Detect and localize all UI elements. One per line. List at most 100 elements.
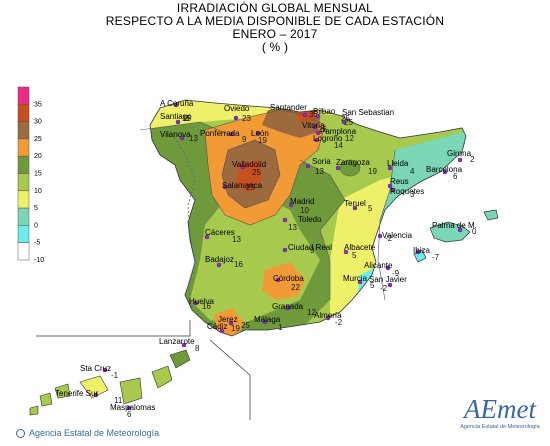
station-name: Ponferrada: [200, 129, 240, 138]
station: Almería-2: [314, 311, 343, 327]
station-value: 6: [127, 410, 132, 419]
station-marker: [457, 227, 463, 233]
legend-swatch: [17, 173, 30, 192]
station-value: 25: [252, 168, 261, 177]
contour-lines: [139, 109, 396, 301]
title-line-3: ENERO – 2017: [232, 27, 318, 41]
station-marker: [216, 262, 222, 268]
station-marker: [415, 249, 421, 255]
station-value: 8: [195, 344, 200, 353]
stations: A Coruña15Santiago8Vilanova13Oviedo23Pon…: [55, 99, 477, 419]
canary-frame-side: [209, 339, 251, 420]
station-name: Toledo: [298, 215, 322, 224]
station-value: 9: [310, 246, 315, 255]
station-name: Cádiz: [207, 322, 227, 331]
station-name: Granada: [272, 302, 304, 311]
station-name: Huelva: [189, 297, 214, 306]
station-name: Ciudad Real: [288, 243, 332, 252]
aemet-logo-brand: AEmet: [464, 394, 536, 424]
station-name: Murcia: [343, 274, 368, 283]
station: Alicante-9: [364, 261, 400, 278]
station-marker: [229, 131, 235, 137]
station-value: 12: [345, 134, 354, 143]
legend-swatch: [17, 207, 30, 226]
station-name: Madrid: [290, 197, 314, 206]
station-marker: [228, 320, 234, 326]
footer: Agencia Estatal de Meteorología: [16, 428, 159, 439]
station-name: Oviedo: [224, 104, 250, 113]
station-marker: [93, 392, 99, 398]
station-value: 4: [410, 167, 415, 176]
aemet-logo-sub: Agencia Estatal de Meteorología: [460, 424, 540, 430]
canary-frame-top: [36, 320, 191, 337]
station-name: Sta Cruz: [80, 364, 111, 373]
legend-swatch: [17, 86, 30, 105]
station-marker: [325, 315, 331, 321]
station-value: -2: [385, 234, 393, 243]
station: San Javier-2: [369, 275, 407, 293]
station-value: 11: [114, 396, 123, 405]
station-value: 1: [278, 323, 283, 332]
station-value: 33: [309, 110, 318, 119]
station-marker: [102, 367, 108, 373]
station-name: San Javier: [369, 275, 407, 284]
station-value: 25: [246, 183, 255, 192]
legend-tick-label: 20: [34, 153, 42, 160]
title-line-1: IRRADIACIÓN GLOBAL MENSUAL: [176, 1, 374, 15]
station: A Coruña 15: [160, 99, 194, 123]
station-value: 13: [189, 134, 198, 143]
station-name: Santander: [270, 103, 307, 112]
station: Cádiz 19: [207, 322, 240, 334]
station-name: Málaga: [254, 315, 281, 324]
station: Tenerife Sur 11: [55, 389, 123, 405]
station-name: Jerez: [218, 315, 238, 324]
station: Sta Cruz-1: [80, 364, 119, 380]
legend-swatch: [17, 242, 30, 261]
station-value: 26: [318, 125, 327, 134]
station-marker: [387, 165, 393, 171]
station-value: 3: [410, 190, 415, 199]
station-marker: [343, 249, 349, 255]
station-marker: [204, 234, 210, 240]
station-name: Vilanova: [160, 130, 191, 139]
station-name: Barcelona: [426, 165, 463, 174]
station-name: Lleida: [387, 159, 409, 168]
legend-tick-label: 25: [34, 136, 42, 143]
station-value: -2: [380, 284, 388, 293]
legend-tick-label: 15: [34, 171, 42, 178]
station: Bilbao 25: [313, 107, 350, 123]
station-marker: [341, 119, 347, 125]
station-name: Soria: [312, 157, 331, 166]
title-line-2: RESPECTO A LA MEDIA DISPONIBLE DE CADA E…: [105, 14, 445, 28]
station-name: Reus: [390, 177, 409, 186]
station-value: 2: [470, 155, 475, 164]
station-marker: [305, 163, 311, 169]
station-value: 25: [341, 114, 350, 123]
title-line-4: ( % ): [261, 40, 289, 54]
legend-tick-label: 30: [34, 119, 42, 126]
station: Reus: [387, 177, 409, 189]
station-marker: [377, 233, 383, 239]
legend-tick-label: -10: [34, 257, 44, 264]
station-marker: [173, 102, 179, 108]
station-marker: [193, 300, 199, 306]
legend-swatch: [17, 138, 30, 157]
map-title: IRRADIACIÓN GLOBAL MENSUAL RESPECTO A LA…: [0, 2, 550, 54]
station-value: 10: [300, 206, 309, 215]
